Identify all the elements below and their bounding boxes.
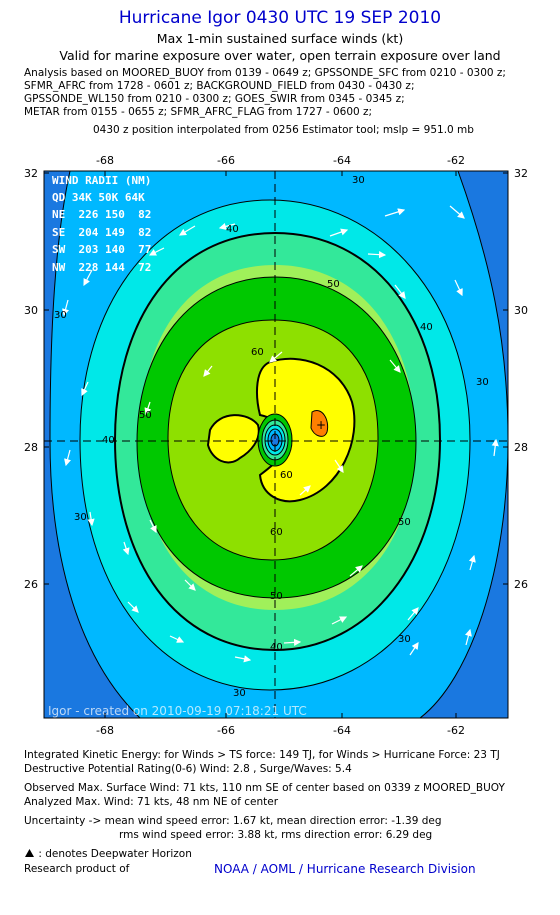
lon-tick-bottom: -66: [217, 724, 235, 737]
analysis-line: Analysis based on MOORED_BUOY from 0139 …: [24, 67, 506, 79]
lat-tick-left: 32: [24, 167, 38, 180]
contour-label: 30: [398, 634, 411, 645]
contour-label: 60: [251, 347, 264, 358]
lon-tick-bottom: -64: [333, 724, 351, 737]
uncertainty-mean: Uncertainty -> mean wind speed error: 1.…: [24, 815, 442, 827]
noaa-credit: NOAA / AOML / Hurricane Research Divisio…: [214, 862, 476, 876]
lon-tick-bottom: -68: [96, 724, 114, 737]
contour-label: 30: [233, 688, 246, 699]
contour-label: 50: [327, 279, 340, 290]
contour-label: 50: [398, 517, 411, 528]
uncertainty-rms: rms wind speed error: 3.88 kt, rms direc…: [119, 829, 433, 841]
contour-70-fill: [208, 358, 355, 502]
contour-label: 40: [102, 435, 115, 446]
wind-field-map: -68 -66 -64 -62 -68 -66 -64 -62 32 30 28…: [24, 154, 528, 737]
axis-ticks: [44, 171, 508, 718]
ike-summary: Integrated Kinetic Energy: for Winds > T…: [24, 749, 500, 761]
lat-tick-right: 32: [514, 167, 528, 180]
destructive-potential: Destructive Potential Rating(0-6) Wind: …: [24, 763, 352, 775]
subtitle-wind-type: Max 1-min sustained surface winds (kt): [156, 31, 404, 46]
wind-radii-row-nw: NW 228 144 72: [52, 261, 151, 274]
contour-label: 30: [54, 310, 67, 321]
wind-radii-header: QD 34K 50K 64K: [52, 191, 145, 204]
max-wind-marker-icon: +: [316, 418, 326, 432]
analyzed-max-wind: Analyzed Max. Wind: 71 kts, 48 nm NE of …: [24, 796, 279, 808]
subtitle-exposure: Valid for marine exposure over water, op…: [59, 48, 501, 63]
wind-radii-row-ne: NE 226 150 82: [52, 208, 151, 221]
contour-label: 50: [270, 591, 283, 602]
lon-tick-top: -64: [333, 154, 351, 167]
wind-contours: +: [44, 171, 508, 718]
analysis-line: GPSSONDE_WL150 from 0210 - 0300 z; GOES_…: [24, 93, 405, 105]
lat-tick-right: 30: [514, 304, 528, 317]
creation-credit: Igor - created on 2010-09-19 07:18:21 UT…: [48, 704, 307, 718]
deepwater-horizon-legend: : denotes Deepwater Horizon: [24, 848, 192, 860]
contour-label: 30: [352, 175, 365, 186]
research-product-label: Research product of: [24, 863, 130, 875]
lat-tick-right: 28: [514, 441, 528, 454]
contour-label: 40: [226, 224, 239, 235]
lat-tick-left: 30: [24, 304, 38, 317]
contour-label: 30: [476, 377, 489, 388]
contour-label: 30: [74, 512, 87, 523]
lat-tick-left: 26: [24, 578, 38, 591]
observed-max-wind: Observed Max. Surface Wind: 71 kts, 110 …: [24, 782, 505, 794]
wind-radii-table: WIND RADII (NM) QD 34K 50K 64K NE 226 15…: [52, 174, 151, 274]
contour-label: 60: [270, 527, 283, 538]
deepwater-horizon-icon: [25, 849, 34, 857]
contour-label: 50: [139, 410, 152, 421]
contour-label: 40: [420, 322, 433, 333]
contour-label: 40: [270, 642, 283, 653]
contour-label: 60: [280, 470, 293, 481]
wind-radii-title: WIND RADII (NM): [52, 174, 151, 187]
lon-tick-top: -66: [217, 154, 235, 167]
page-title: Hurricane Igor 0430 UTC 19 SEP 2010: [118, 8, 442, 28]
analysis-line: METAR from 0155 - 0655 z; SFMR_AFRC_FLAG…: [24, 106, 373, 118]
wind-radii-row-sw: SW 203 140 77: [52, 243, 151, 256]
center-crosshair: [44, 171, 508, 718]
max-wind-spot: [311, 410, 328, 437]
lat-tick-right: 26: [514, 578, 528, 591]
contour-labels: 30 40 50 60 60 30 40 50 60 50 40 30 30 4…: [54, 175, 489, 699]
contour-lines: [49, 171, 508, 718]
plot-frame: [43, 170, 509, 719]
lon-tick-top: -62: [447, 154, 465, 167]
wind-vectors: [62, 205, 499, 663]
lon-tick-bottom: -62: [447, 724, 465, 737]
lon-tick-top: -68: [96, 154, 114, 167]
lat-tick-left: 28: [24, 441, 38, 454]
legend-text: : denotes Deepwater Horizon: [38, 848, 192, 860]
wind-radii-row-se: SE 204 149 82: [52, 226, 151, 239]
position-interpolation-note: 0430 z position interpolated from 0256 E…: [93, 124, 474, 136]
analysis-line: SFMR_AFRC from 1728 - 0601 z; BACKGROUND…: [24, 80, 415, 92]
